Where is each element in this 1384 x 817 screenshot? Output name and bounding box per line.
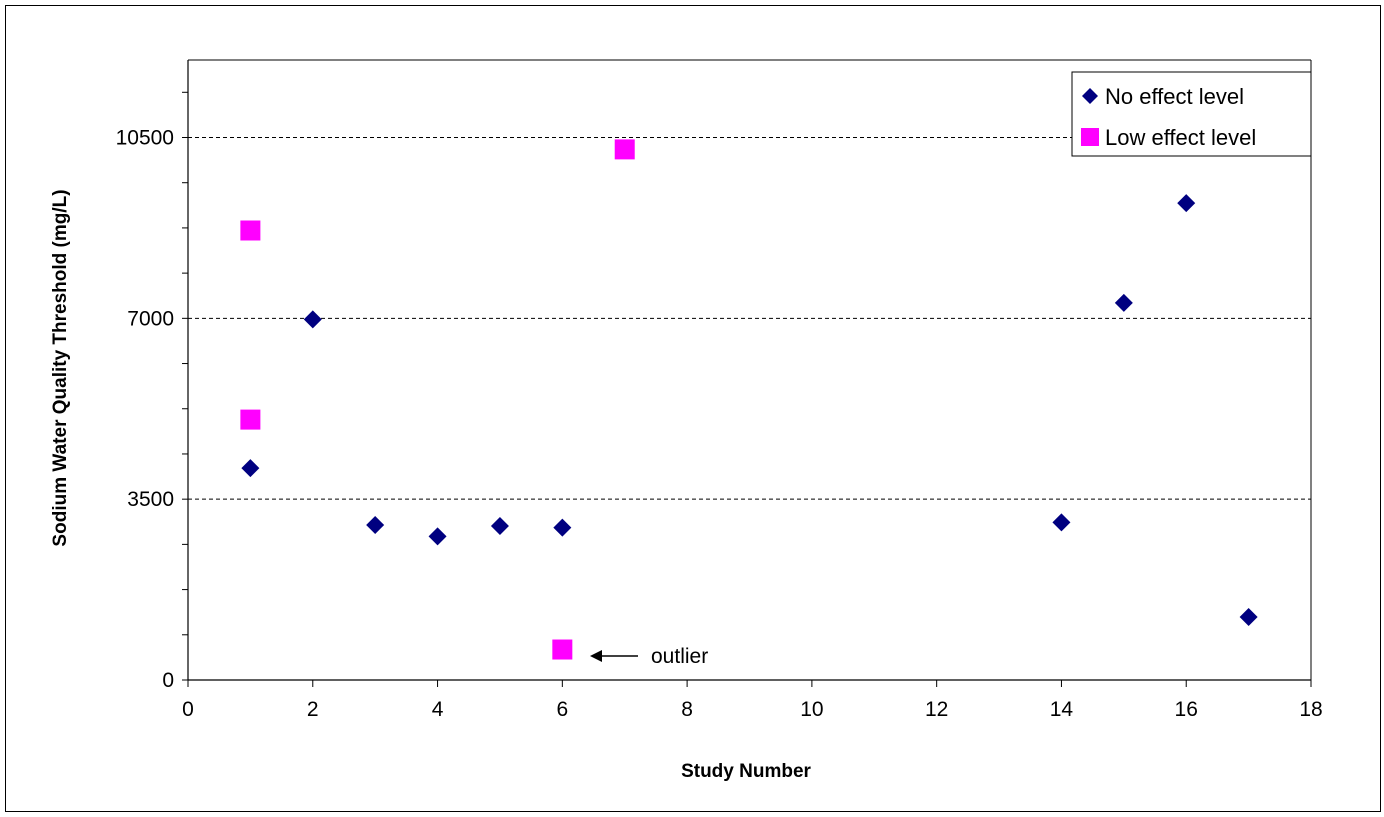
point-no-effect	[1239, 607, 1258, 626]
y-axis-title: Sodium Water Quality Threshold (mg/L)	[50, 189, 71, 546]
point-no-effect	[366, 516, 385, 534]
point-no-effect	[428, 527, 447, 546]
axes	[182, 59, 1312, 687]
y-tick-label: 7000	[127, 307, 174, 330]
legend-marker-no-effect	[1082, 88, 1098, 104]
y-tick-label: 10500	[116, 127, 174, 150]
x-tick-label: 18	[1299, 698, 1322, 721]
x-tick-label: 8	[681, 698, 693, 721]
point-no-effect	[1177, 194, 1196, 213]
outlier-annotation: outlier	[590, 645, 708, 668]
point-no-effect	[241, 459, 260, 478]
point-no-effect	[303, 310, 322, 329]
x-tick-label: 0	[182, 698, 194, 721]
legend-box	[1071, 71, 1312, 157]
legend-marker-low-effect	[1081, 128, 1099, 146]
point-no-effect	[1052, 513, 1071, 532]
point-low-effect	[552, 639, 573, 660]
gridlines	[188, 137, 1311, 500]
y-tick-label: 3500	[127, 488, 174, 511]
data-points	[240, 139, 1258, 660]
point-low-effect	[240, 220, 261, 241]
point-no-effect	[553, 518, 572, 537]
legend: No effect level Low effect level	[1071, 71, 1312, 157]
point-no-effect	[1114, 293, 1133, 312]
x-axis-title: Study Number	[681, 761, 811, 782]
x-tick-labels: 0 2 4 6 8 10 12 14 16 18	[182, 698, 1323, 721]
point-no-effect	[490, 517, 509, 536]
point-low-effect	[240, 409, 261, 430]
x-tick-label: 4	[432, 698, 444, 721]
x-tick-label: 14	[1050, 698, 1074, 721]
x-tick-label: 12	[925, 698, 948, 721]
y-tick-label: 0	[162, 669, 174, 692]
legend-label-no-effect: No effect level	[1105, 84, 1244, 109]
x-tick-label: 16	[1175, 698, 1198, 721]
legend-label-low-effect: Low effect level	[1105, 125, 1256, 150]
point-low-effect	[614, 139, 635, 160]
outlier-arrow-head	[590, 650, 602, 662]
outlier-label: outlier	[651, 645, 708, 668]
x-tick-label: 2	[307, 698, 319, 721]
x-tick-label: 6	[556, 698, 568, 721]
x-tick-label: 10	[800, 698, 823, 721]
y-tick-labels: 0 3500 7000 10500	[116, 127, 174, 693]
